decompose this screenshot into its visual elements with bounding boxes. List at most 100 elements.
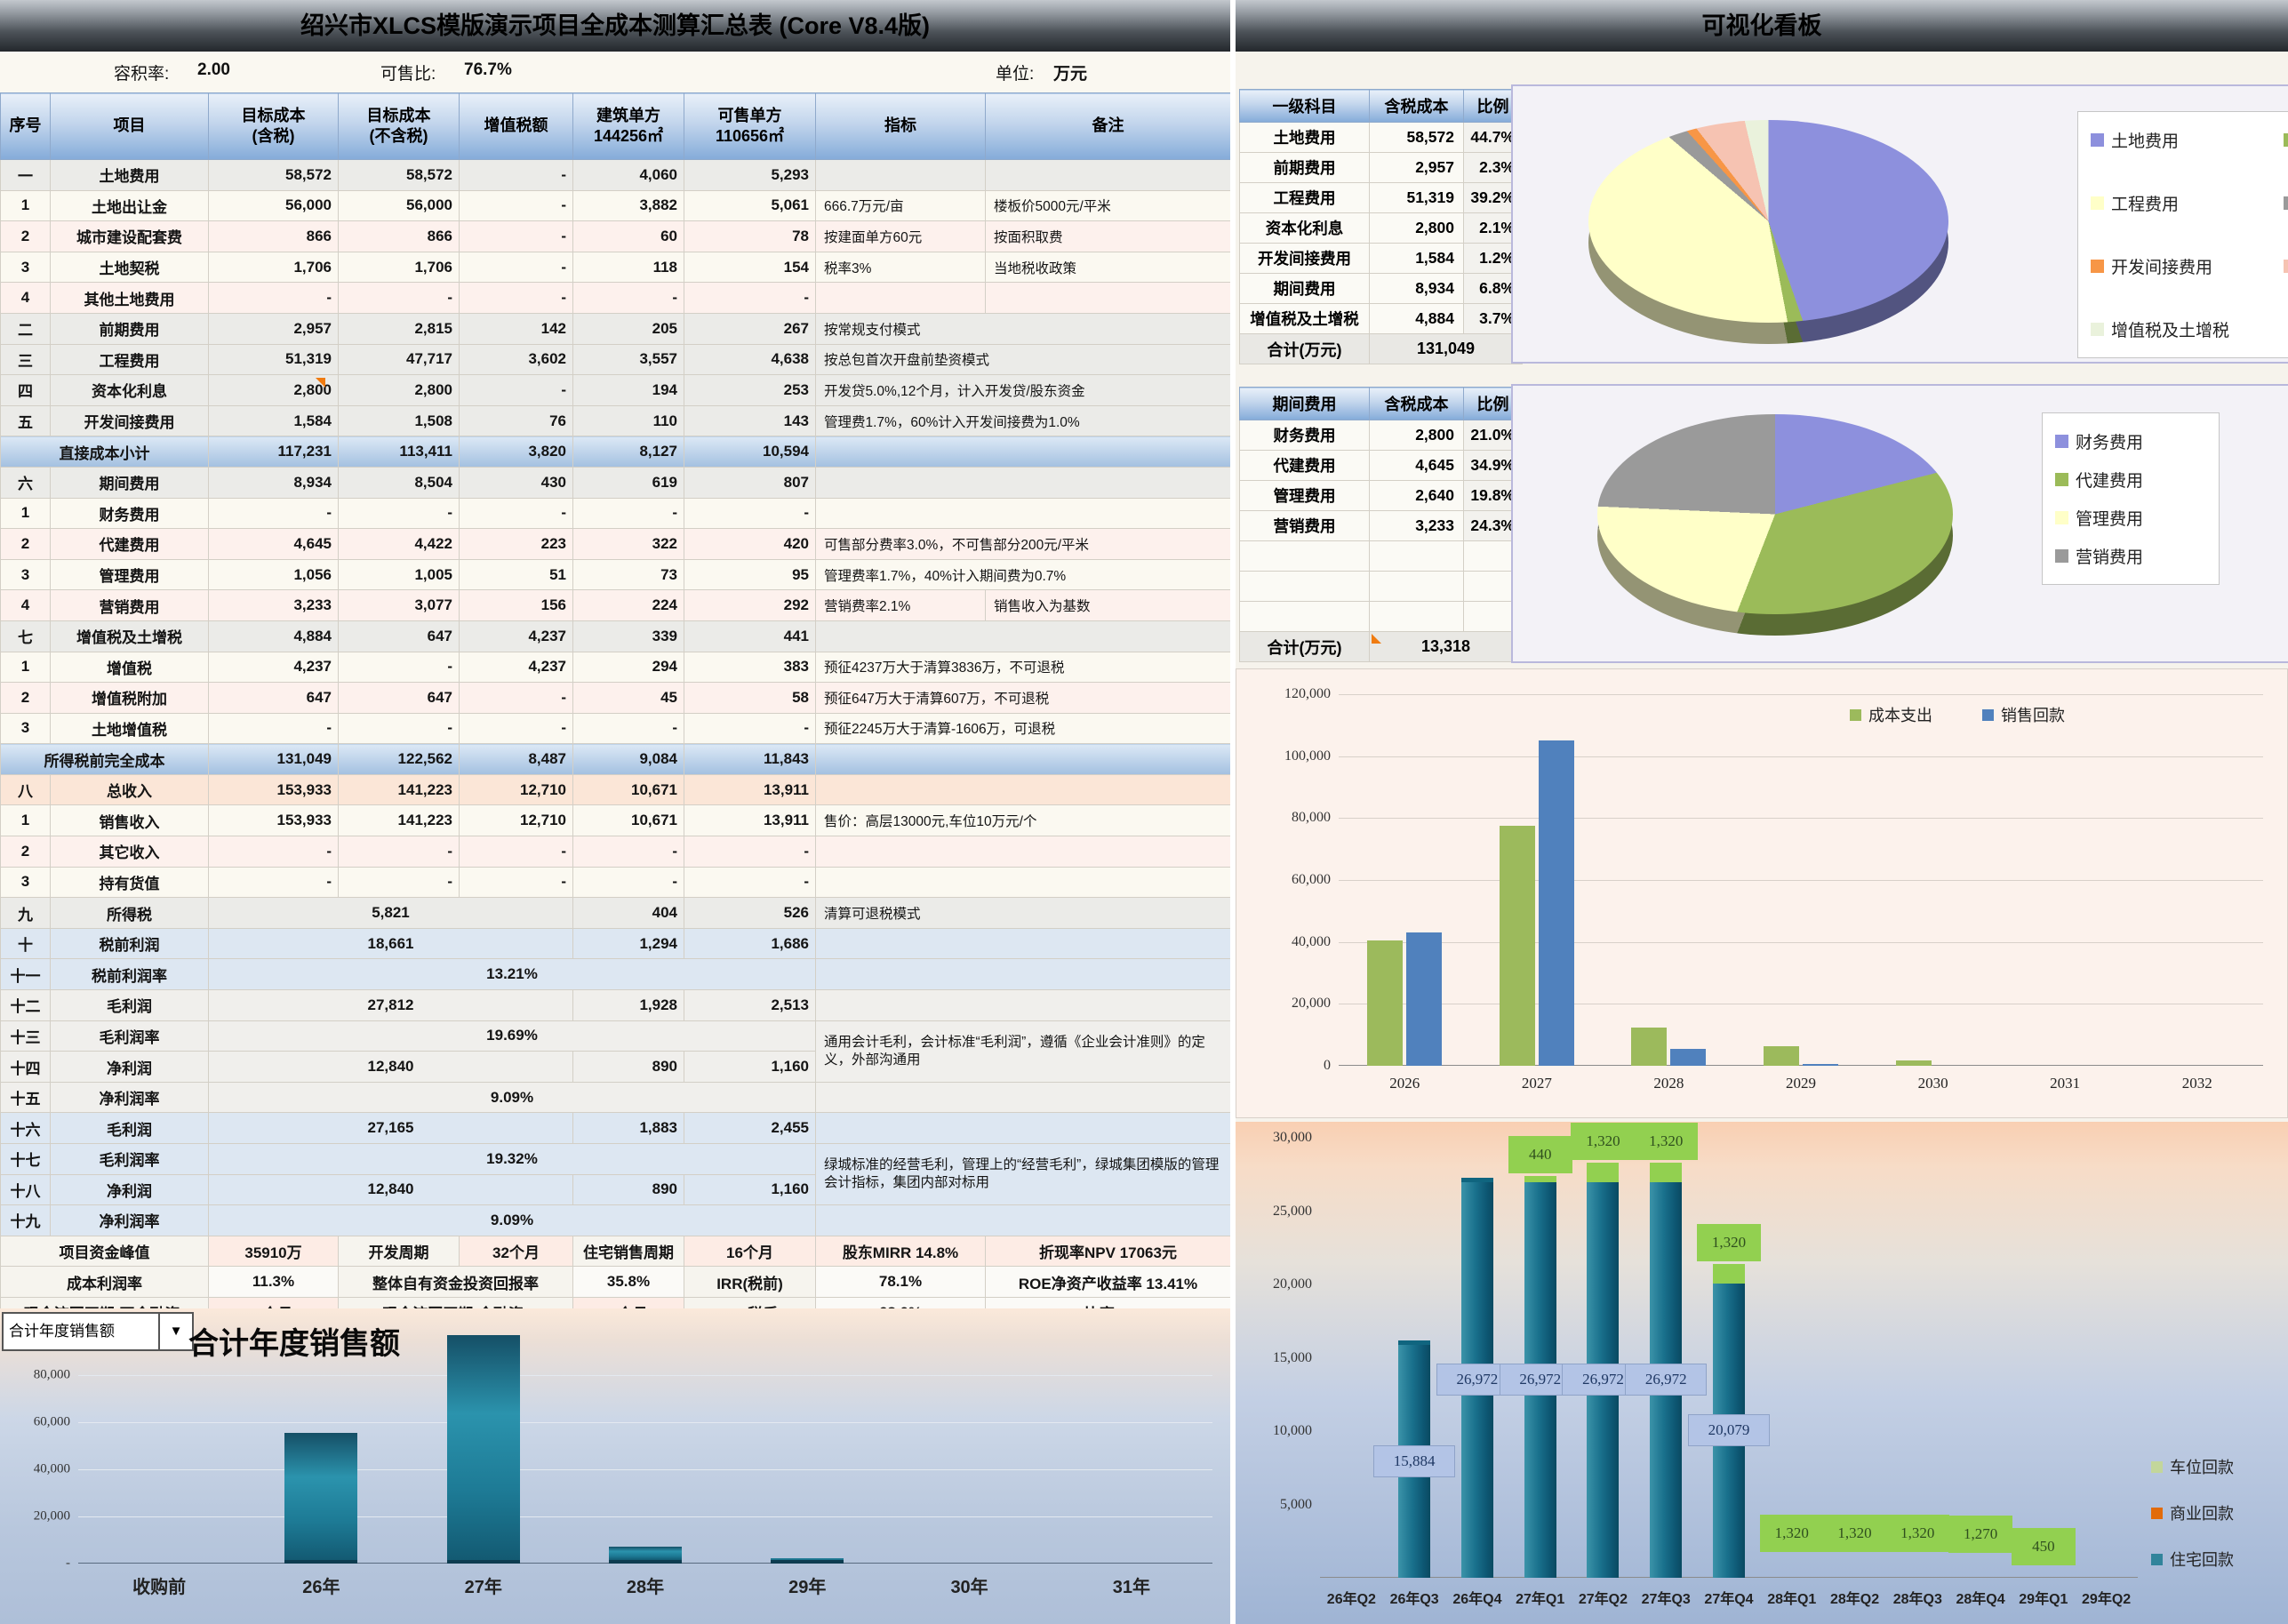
table-cell: 110 [572, 404, 684, 437]
table-cell: 205 [572, 312, 684, 345]
table-cell: 13,911 [684, 773, 816, 806]
table-cell: 土地费用 [1239, 122, 1370, 153]
table-cell: 4,638 [684, 343, 816, 376]
legend-item: 工程费用 [2091, 191, 2271, 215]
table-cell: - [208, 866, 339, 899]
x-axis-tick: 2027 [1521, 1075, 1552, 1092]
table-cell: 156 [459, 589, 573, 621]
chart-series-dropdown[interactable]: 合计年度销售额 ▼ [2, 1312, 194, 1351]
table-cell: 毛利润率 [50, 1020, 209, 1052]
table-cell: 2,800 [1369, 420, 1464, 451]
table-cell [815, 958, 1231, 991]
summary-cell: ROE净资产收益率 13.41% [985, 1266, 1231, 1298]
table-row: 4 其他土地费用 - - - - - [0, 282, 1231, 314]
x-axis-tick: 28年Q3 [1892, 1592, 1942, 1607]
y-axis-tick: 20,000 [33, 1508, 70, 1524]
table-cell: 56,000 [338, 189, 460, 222]
legend-label: 住宅回款 [2170, 1551, 2234, 1569]
legend-label: 销售回款 [2001, 707, 2065, 724]
table-cell: 58 [684, 682, 816, 714]
legend-label: 开发间接费用 [2111, 259, 2213, 277]
legend-swatch-icon [2091, 196, 2104, 210]
summary-cell: 35.8% [572, 1266, 684, 1298]
table-row: 财务费用 2,800 21.0% [1239, 420, 1523, 451]
summary-cell: 成本利润率 [0, 1266, 209, 1298]
dashboard-sheet: 可视化看板 一级科目 含税成本 比例 土地费用 58,572 44.7% 前期费用 2,957… [1236, 0, 2288, 1624]
table-row: 六期间费用 8,934 8,504 430 619 807 [0, 466, 1231, 499]
cost-pie-chart[interactable]: 土地费用 前期费用工程费用 资本化利息开发间接费用 期间费用增值税及土增税 [1511, 84, 2288, 364]
quarterly-collections-chart[interactable]: 5,000 10,000 15,000 20,000 25,000 30,000 26年Q2… [1236, 1122, 2288, 1624]
legend-label: 成本支出 [1868, 707, 1932, 724]
data-label-住宅回款: 26,972 [1625, 1364, 1708, 1396]
table-row: 十四 净利润 12,840 890 1,160 [0, 1051, 1231, 1083]
table-cell: 3,820 [459, 436, 573, 468]
table-cell: 143 [684, 404, 816, 437]
table-cell: 预征4237万大于清算3836万，不可退税 [815, 651, 1231, 684]
table-row: 2 代建费用 4,645 4,422 223 322 420 可售部分费率3.0%，不可售部分… [0, 528, 1231, 560]
table-cell [815, 836, 1231, 868]
table-cell: 122,562 [338, 743, 460, 775]
table-cell: 2,957 [1369, 152, 1464, 183]
table-cell: 890 [572, 1173, 684, 1206]
table-row: 代建费用 4,645 34.9% [1239, 450, 1523, 481]
pie-slices [1588, 120, 1948, 323]
cash-flow-chart[interactable]: 0 20,000 40,000 60,000 80,000 100,000 120,000 2… [1236, 668, 2288, 1118]
table-row: 十六 毛利润 27,165 1,883 2,455 [0, 1112, 1231, 1144]
bar-年度销售额 [771, 1558, 844, 1564]
table-row: 工程费用 51,319 39.2% [1239, 182, 1523, 213]
table-row: 3 管理费用 1,056 1,005 51 73 95 管理费率1.7%，40%计入期间费为0… [0, 558, 1231, 591]
table-cell: 十六 [0, 1112, 51, 1144]
data-label-车位回款: 1,320 [1571, 1123, 1636, 1161]
table-cell: 292 [684, 589, 816, 621]
x-axis-tick: 30年 [950, 1578, 988, 1597]
table-cell: 647 [338, 620, 460, 652]
table-cell: 1,160 [684, 1173, 816, 1206]
dropdown-value[interactable]: 合计年度销售额 [2, 1312, 160, 1351]
table-cell [815, 497, 1231, 530]
annual-sales-chart[interactable]: 合计年度销售额 ▼ 合计年度销售额 - 20,000 40,000 60,000 80,… [0, 1308, 1230, 1624]
salable-label: 可售比: [380, 65, 436, 84]
table-cell: 117,231 [208, 436, 339, 468]
table-cell: - [572, 712, 684, 745]
table-cell: 118 [572, 251, 684, 284]
table-cell: 4 [0, 589, 51, 621]
table-cell: 2 [0, 836, 51, 868]
bar-车位回款 [1650, 1163, 1683, 1182]
table-cell [815, 159, 986, 191]
cash-flow-legend: 成本支出 销售回款 [1850, 703, 2065, 726]
table-cell: 647 [338, 682, 460, 714]
table-row: 七增值税及土增税 4,884 647 4,237 339 441 [0, 620, 1231, 652]
info-row: 容积率: 2.00 可售比: 76.7% 单位: 万元 [0, 52, 1230, 92]
table-cell: 153,933 [208, 773, 339, 806]
y-axis-tick: 10,000 [1273, 1423, 1312, 1438]
column-header: 目标成本 (不含税) [338, 92, 460, 160]
gridline [78, 1422, 1212, 1424]
table-cell: 4,422 [338, 528, 460, 560]
table-row: 资本化利息 2,800 2.1% [1239, 212, 1523, 244]
table-cell: 12,710 [459, 804, 573, 837]
table-cell: 1,584 [208, 404, 339, 437]
table-cell: 807 [684, 466, 816, 499]
table-cell: 营销费用 [50, 589, 209, 621]
chart-title: 合计年度销售额 [188, 1327, 400, 1361]
table-cell: 2,513 [684, 989, 816, 1021]
table-cell [985, 159, 1231, 191]
table-row: 十税前利润 18,661 1,294 1,686 [0, 927, 1231, 960]
column-header: 增值税额 [459, 92, 573, 160]
y-axis-tick: 25,000 [1273, 1203, 1312, 1219]
table-cell: 141,223 [338, 804, 460, 837]
table-cell: 增值税 [50, 651, 209, 684]
table-cell: 3 [0, 251, 51, 284]
y-axis-tick: 80,000 [33, 1367, 70, 1382]
table-cell: 五 [0, 404, 51, 437]
legend-item: 增值税及土增税 [2091, 317, 2271, 341]
table-row [1239, 571, 1523, 602]
table-cell: 441 [684, 620, 816, 652]
table-cell: - [459, 497, 573, 530]
dropdown-arrow-icon[interactable]: ▼ [160, 1312, 194, 1351]
table-row: 营销费用 3,233 24.3% [1239, 510, 1523, 541]
table-cell: 税前利润 [50, 927, 209, 960]
period-pie-chart[interactable]: 财务费用 代建费用 管理费用 营销费用 [1511, 384, 2288, 663]
